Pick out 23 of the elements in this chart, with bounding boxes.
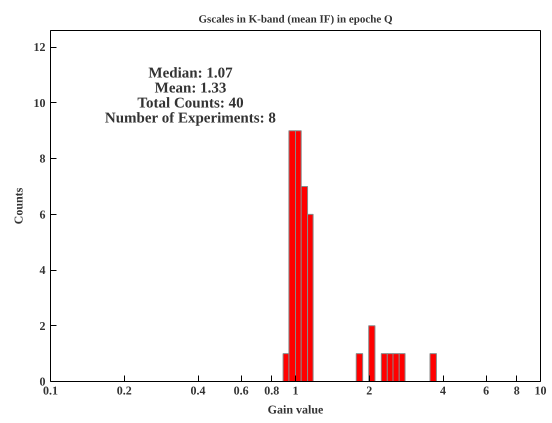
x-tick-label: 2 bbox=[366, 384, 372, 398]
x-tick-label: 0.4 bbox=[190, 384, 206, 398]
x-tick-label: 0.8 bbox=[264, 384, 280, 398]
y-tick-label: 4 bbox=[40, 263, 46, 278]
y-tick-label: 2 bbox=[40, 318, 46, 333]
annotation: Total Counts: 40 bbox=[137, 96, 244, 112]
annotation: Mean: 1.33 bbox=[154, 80, 226, 96]
y-tick-label: 8 bbox=[40, 152, 46, 166]
annotation: Median: 1.07 bbox=[148, 66, 234, 82]
y-tick-label: 10 bbox=[34, 96, 46, 110]
x-tick-label: 10 bbox=[534, 384, 546, 398]
y-tick-label: 6 bbox=[40, 207, 46, 222]
annotation: Number of Experiments: 8 bbox=[104, 110, 276, 126]
x-tick-label: 0.6 bbox=[234, 384, 249, 398]
x-tick-label: 0.2 bbox=[116, 384, 132, 398]
x-axis-title: Gain value bbox=[268, 402, 324, 416]
x-tick-label: 6 bbox=[483, 384, 490, 398]
x-tick-label: 1 bbox=[292, 384, 298, 398]
y-axis-title: Counts bbox=[12, 187, 26, 224]
chart-title: Gscales in K-band (mean IF) in epoche Q bbox=[198, 14, 393, 26]
x-tick-label: 8 bbox=[514, 384, 520, 398]
x-tick-label: 4 bbox=[440, 384, 446, 398]
y-tick-label: 12 bbox=[34, 40, 46, 54]
